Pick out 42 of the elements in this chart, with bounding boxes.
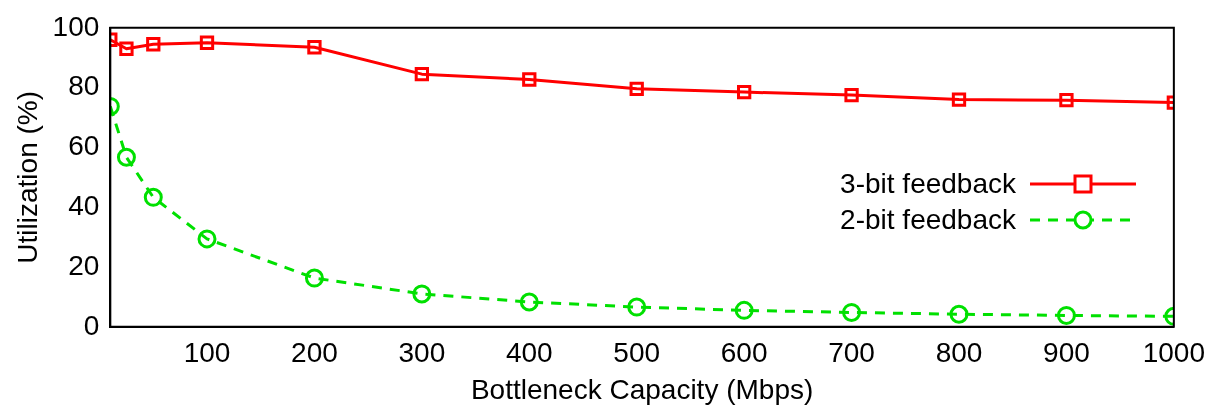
y-tick-label: 100 [52,10,100,42]
point [1056,305,1076,325]
x-axis-title: Bottleneck Capacity (Mbps) [470,373,814,405]
y-tick-label: 40 [68,189,100,221]
point [119,41,134,56]
x-tick-label: 1000 [1142,337,1205,369]
y-tick-label: 80 [68,70,100,102]
legend-label: 3-bit feedback [840,168,1016,200]
point [519,292,539,312]
x-tick-label: 500 [613,337,661,369]
y-axis-title: Utilization (%) [11,90,43,264]
point [146,37,161,52]
point [412,284,432,304]
point [199,35,215,50]
point [949,304,969,324]
y-tick-label: 0 [83,309,100,341]
point [304,268,324,288]
y-tick-label: 20 [68,249,100,281]
point [627,297,647,317]
point [629,81,644,96]
point [307,40,322,55]
x-tick-label: 300 [398,337,446,369]
x-tick-label: 900 [1043,337,1090,369]
x-tick-label: 200 [291,337,338,369]
x-tick-label: 600 [720,337,768,369]
point [734,300,754,320]
point [414,66,430,82]
y-tick-label: 60 [68,130,100,162]
point [116,147,136,167]
x-tick-label: 800 [935,337,983,369]
point [522,72,537,87]
point [951,92,967,107]
point [844,87,859,103]
point [842,302,862,322]
point [197,229,217,249]
x-tick-label: 400 [505,337,553,369]
point [143,187,163,207]
x-tick-label: 700 [828,337,875,369]
x-tick-label: 100 [183,337,231,369]
legend-label: 2-bit feedback [840,204,1016,236]
point [736,84,752,100]
point [1059,93,1074,108]
